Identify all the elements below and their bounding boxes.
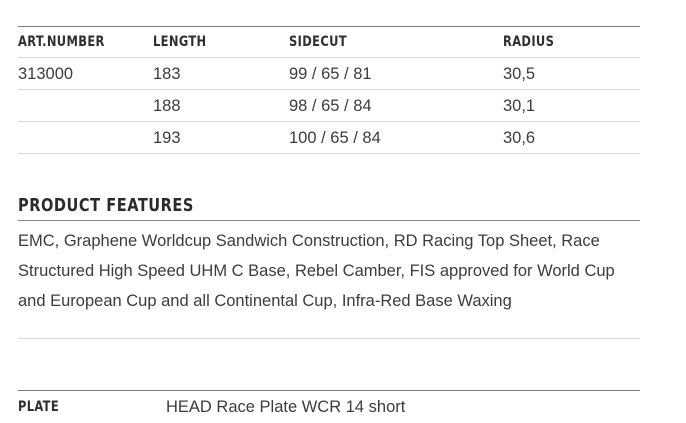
cell-radius: 30,6 xyxy=(503,129,536,147)
spec-table: ART.NUMBER LENGTH SIDECUT RADIUS 313000 … xyxy=(0,26,686,154)
cell-sidecut: 99 / 65 / 81 xyxy=(289,65,372,83)
cell-length: 183 xyxy=(153,65,181,83)
table-top-rule xyxy=(18,26,640,27)
cell-radius: 30,5 xyxy=(503,65,536,83)
column-header-radius: RADIUS xyxy=(503,34,555,50)
cell-art-number: 313000 xyxy=(18,65,74,83)
product-features-title: PRODUCT FEATURES xyxy=(18,195,194,216)
cell-length: 193 xyxy=(153,129,181,147)
plate-top-rule xyxy=(18,390,640,391)
column-header-sidecut: SIDECUT xyxy=(289,34,347,50)
table-rule-under-header xyxy=(18,57,640,58)
table-row: 188 98 / 65 / 84 30,1 xyxy=(0,90,686,122)
table-rule-row-2 xyxy=(18,121,640,122)
features-title-rule xyxy=(18,220,640,221)
plate-row: PLATE HEAD Race Plate WCR 14 short xyxy=(0,391,686,423)
cell-length: 188 xyxy=(153,97,181,115)
product-features-text: EMC, Graphene Worldcup Sandwich Construc… xyxy=(18,232,615,310)
table-row: 193 100 / 65 / 84 30,6 xyxy=(0,122,686,154)
plate-label: PLATE xyxy=(18,399,60,415)
table-row: 313000 183 99 / 65 / 81 30,5 xyxy=(0,58,686,90)
plate-value: HEAD Race Plate WCR 14 short xyxy=(166,398,406,416)
features-bottom-rule xyxy=(18,338,640,339)
table-header-row: ART.NUMBER LENGTH SIDECUT RADIUS xyxy=(0,26,686,58)
cell-radius: 30,1 xyxy=(503,97,536,115)
table-rule-row-1 xyxy=(18,89,640,90)
cell-sidecut: 98 / 65 / 84 xyxy=(289,97,372,115)
column-header-art-number: ART.NUMBER xyxy=(18,34,105,50)
cell-sidecut: 100 / 65 / 84 xyxy=(289,129,381,147)
table-bottom-rule xyxy=(18,153,640,154)
column-header-length: LENGTH xyxy=(153,34,207,50)
